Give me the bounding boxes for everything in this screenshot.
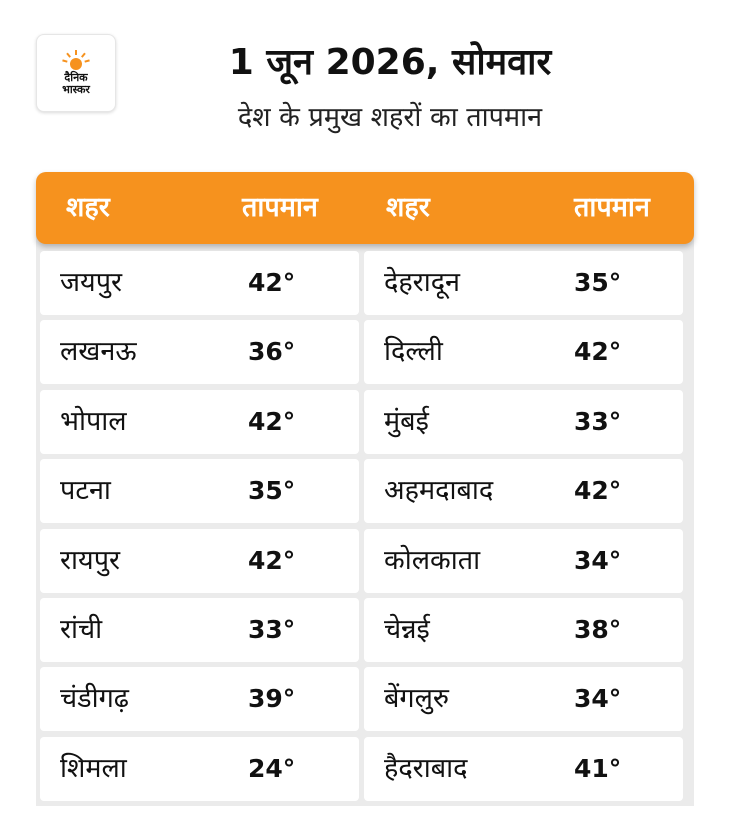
page-title: 1 जून 2026, सोमवार <box>228 42 552 83</box>
table-cell-right: मुंबई 33° <box>364 390 683 454</box>
table-cell-right: चेन्नई 38° <box>364 598 683 662</box>
temperature-value: 38° <box>574 615 622 644</box>
temperature-value: 35° <box>574 268 622 297</box>
logo-line-1: दैनिक <box>64 71 88 84</box>
table-cell-left: शिमला 24° <box>40 737 359 801</box>
sun-icon <box>62 50 90 70</box>
temperature-value: 41° <box>574 754 622 783</box>
city-name: शिमला <box>60 753 127 784</box>
table-cell-left: जयपुर 42° <box>40 251 359 315</box>
city-name: कोलकाता <box>384 545 481 576</box>
table-cell-left: पटना 35° <box>40 459 359 523</box>
table-cell-right: हैदराबाद 41° <box>364 737 683 801</box>
temperature-value: 39° <box>248 684 296 713</box>
table-cell-left: लखनऊ 36° <box>40 320 359 384</box>
temperature-value: 24° <box>248 754 296 783</box>
city-name: दिल्ली <box>384 336 443 367</box>
table-cell-left: रायपुर 42° <box>40 529 359 593</box>
city-name: अहमदाबाद <box>384 475 494 506</box>
dainik-bhaskar-logo: दैनिक भास्कर <box>36 34 116 112</box>
city-name: लखनऊ <box>60 336 137 367</box>
city-name: पटना <box>60 475 111 506</box>
city-name: रांची <box>60 614 103 645</box>
table-header: शहर तापमान शहर तापमान <box>36 172 694 244</box>
temperature-table: शहर तापमान शहर तापमान जयपुर 42° देहरादून 35… <box>36 172 694 806</box>
page-subtitle: देश के प्रमुख शहरों का तापमान <box>237 102 543 133</box>
column-header-city-left: शहर <box>66 192 110 223</box>
table-cell-left: भोपाल 42° <box>40 390 359 454</box>
city-name: भोपाल <box>60 406 127 437</box>
city-name: रायपुर <box>60 545 121 576</box>
temperature-value: 42° <box>574 476 622 505</box>
temperature-value: 33° <box>574 407 622 436</box>
table-cell-right: अहमदाबाद 42° <box>364 459 683 523</box>
logo-line-2: भास्कर <box>62 83 90 96</box>
table-cell-right: बेंगलुरु 34° <box>364 667 683 731</box>
temperature-value: 35° <box>248 476 296 505</box>
city-name: हैदराबाद <box>384 753 468 784</box>
column-header-city-right: शहर <box>386 192 430 223</box>
temperature-value: 42° <box>248 268 296 297</box>
temperature-value: 42° <box>248 407 296 436</box>
temperature-value: 42° <box>574 337 622 366</box>
table-cell-right: दिल्ली 42° <box>364 320 683 384</box>
column-header-temp-right: तापमान <box>574 192 650 223</box>
column-header-temp-left: तापमान <box>242 192 318 223</box>
temperature-value: 34° <box>574 546 622 575</box>
table-cell-right: देहरादून 35° <box>364 251 683 315</box>
temperature-value: 34° <box>574 684 622 713</box>
city-name: चेन्नई <box>384 614 430 645</box>
table-cell-right: कोलकाता 34° <box>364 529 683 593</box>
table-cell-left: रांची 33° <box>40 598 359 662</box>
city-name: मुंबई <box>384 406 429 437</box>
city-name: बेंगलुरु <box>384 683 450 714</box>
temperature-value: 42° <box>248 546 296 575</box>
table-cell-left: चंडीगढ़ 39° <box>40 667 359 731</box>
city-name: जयपुर <box>60 267 123 298</box>
temperature-value: 33° <box>248 615 296 644</box>
city-name: देहरादून <box>384 267 461 298</box>
temperature-value: 36° <box>248 337 296 366</box>
city-name: चंडीगढ़ <box>60 683 129 714</box>
